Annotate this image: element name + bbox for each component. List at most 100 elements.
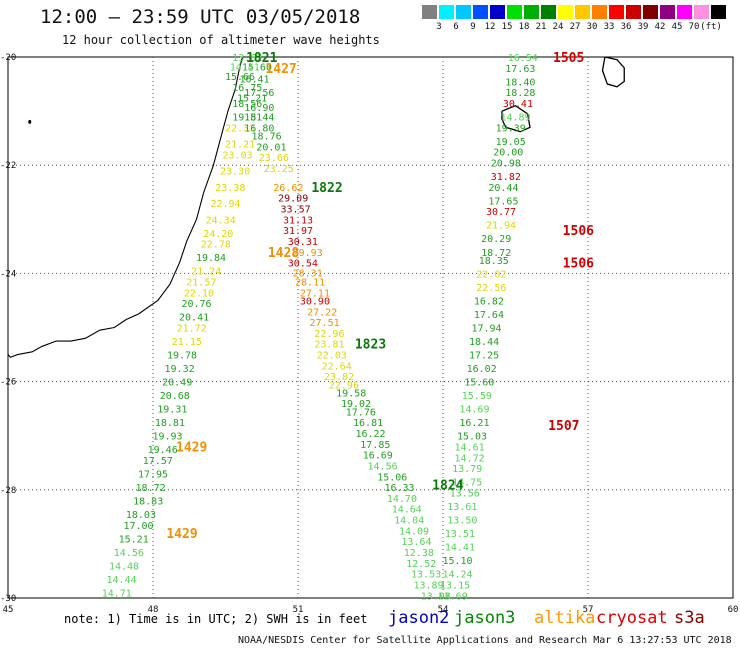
scale-swatch (422, 5, 437, 19)
swh-value: 18.28 (505, 88, 535, 99)
swh-value: 15.66 (225, 72, 255, 83)
swh-value: 14.64 (392, 505, 422, 516)
swh-value: 21.72 (177, 324, 207, 335)
lon-tick-label: 54 (438, 605, 449, 615)
swh-value: 17.94 (471, 324, 501, 335)
swh-value: 31.13 (283, 215, 313, 226)
swh-value: 33.57 (281, 204, 311, 215)
scale-label: 27 (569, 22, 581, 32)
lon-tick-label: 51 (293, 605, 304, 615)
swh-value: 13.56 (450, 489, 480, 500)
scale-swatch (660, 5, 675, 19)
swh-value: 21.15 (172, 337, 202, 348)
swh-value: 17.64 (474, 310, 504, 321)
pass-label: 1821 (246, 51, 277, 66)
swh-value: 22.10 (184, 288, 214, 299)
scale-label: 15 (501, 22, 513, 32)
swh-value: 20.44 (488, 183, 518, 194)
swh-value: 16.90 (244, 103, 274, 114)
scale-swatch (541, 5, 556, 19)
pass-label: 1428 (268, 246, 299, 261)
swh-value: 30.41 (503, 99, 533, 110)
pass-label: 1429 (176, 441, 207, 456)
swh-value: 17.56 (244, 88, 274, 99)
scale-label: 30 (586, 22, 598, 32)
swh-value: 22.02 (476, 269, 506, 280)
swh-value: 19.58 (336, 388, 366, 399)
map-frame (7, 56, 734, 599)
swh-value: 14.75 (452, 478, 482, 489)
scale-label: 6 (453, 22, 459, 32)
lat-tick-label: -30 (0, 594, 16, 604)
swh-value: 19.05 (496, 137, 526, 148)
swh-value: 13.51 (445, 529, 475, 540)
swh-value: 30.31 (288, 237, 318, 248)
swh-value: 14.69 (459, 405, 489, 416)
lon-tick-label: 60 (728, 605, 739, 615)
scale-swatch (575, 5, 590, 19)
swh-value: 17.95 (138, 470, 168, 481)
legend-item-s3a: s3a (674, 608, 705, 628)
swh-value: 14.56 (368, 461, 398, 472)
island (28, 119, 32, 124)
scale-swatch (456, 5, 471, 19)
swh-value: 20.00 (493, 148, 523, 159)
swh-value: 24.34 (206, 215, 236, 226)
swh-value: 31.97 (283, 226, 313, 237)
scale-label: 70 (688, 22, 700, 32)
swh-value: 13.89 (413, 580, 443, 591)
scale-label: 39 (637, 22, 649, 32)
swh-value: 12.52 (406, 559, 436, 570)
swh-value: 18.44 (469, 337, 499, 348)
swh-value: 14.09 (399, 526, 429, 537)
scale-swatch (626, 5, 641, 19)
swh-value: 15.60 (464, 378, 494, 389)
swh-value: 22.64 (322, 361, 352, 372)
lon-tick-label: 57 (583, 605, 594, 615)
scale-label: 18 (518, 22, 530, 32)
pass-label: 1429 (166, 527, 197, 542)
swh-value: 16.80 (244, 123, 274, 134)
swh-value: 20.76 (181, 299, 211, 310)
swh-value: 18.72 (481, 248, 511, 259)
swh-value: 13.64 (401, 537, 431, 548)
swh-value: 14.41 (230, 63, 260, 74)
swh-value: 30.90 (300, 296, 330, 307)
swh-value: 28.31 (293, 268, 323, 279)
scale-swatch (490, 5, 505, 19)
swh-value: 16.22 (355, 429, 385, 440)
swh-value: 18.40 (505, 77, 535, 88)
swh-value: 22.33 (225, 123, 255, 134)
credit-line: NOAA/NESDIS Center for Satellite Applica… (238, 635, 732, 646)
swh-value: 23.30 (220, 167, 250, 178)
reunion-island (501, 104, 531, 133)
lat-tick-label: -28 (0, 486, 16, 496)
swh-value: 16.33 (384, 483, 414, 494)
scale-swatch (694, 5, 709, 19)
swh-value: 15.21 (119, 534, 149, 545)
legend-item-jason2: jason2 (388, 608, 450, 628)
swh-value: 20.98 (491, 158, 521, 169)
swh-value: 18.44 (244, 113, 274, 124)
swh-value: 13.79 (452, 464, 482, 475)
scale-swatch (609, 5, 624, 19)
swh-value: 16.75 (232, 83, 262, 94)
swh-value: 16.54 (508, 53, 538, 64)
pass-label: 1505 (553, 51, 584, 66)
swh-value: 15.10 (442, 556, 472, 567)
scale-label: 42 (654, 22, 666, 32)
swh-value: 18.83 (133, 497, 163, 508)
swh-value: 23.81 (314, 340, 344, 351)
swh-value: 27.11 (300, 288, 330, 299)
legend-item-altika: altika (534, 608, 596, 628)
scale-label: 36 (620, 22, 632, 32)
swh-value: 15.03 (457, 432, 487, 443)
swh-value: 14.48 (109, 562, 139, 573)
swh-value: 18.81 (155, 418, 185, 429)
swh-value: 21.24 (191, 267, 221, 278)
swh-value: 19.84 (196, 253, 226, 264)
scale-label: 21 (535, 22, 547, 32)
swh-value: 27.22 (307, 307, 337, 318)
swh-value: 17.85 (360, 440, 390, 451)
